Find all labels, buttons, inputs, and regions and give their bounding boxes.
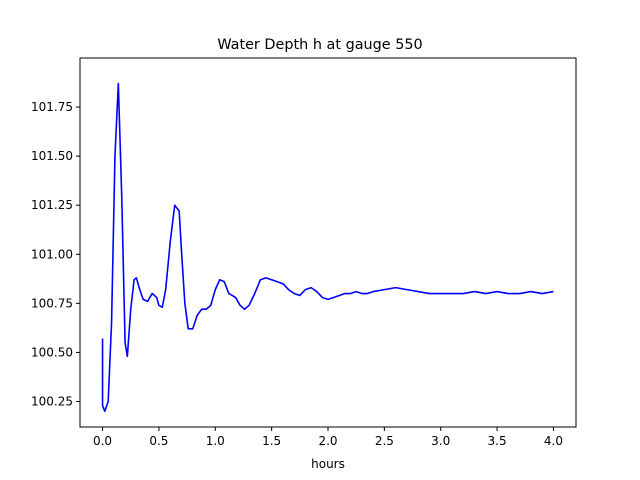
y-tick-label: 101.50 bbox=[31, 149, 73, 163]
x-tick-label: 2.0 bbox=[318, 434, 337, 448]
x-axis: 0.0 0.5 1.0 1.5 2.0 2.5 3.0 3.5 4.0 bbox=[93, 427, 563, 448]
x-tick-label: 4.0 bbox=[544, 434, 563, 448]
x-tick-label: 0.0 bbox=[93, 434, 112, 448]
y-tick-label: 100.25 bbox=[31, 394, 73, 408]
series-line-0 bbox=[101, 82, 554, 413]
y-tick-label: 101.25 bbox=[31, 198, 73, 212]
y-axis: 100.25 100.50 100.75 101.00 101.25 101.50 101.… bbox=[31, 100, 80, 408]
x-tick-label: 2.5 bbox=[375, 434, 394, 448]
y-tick-label: 101.75 bbox=[31, 100, 73, 114]
y-tick-label: 100.50 bbox=[31, 345, 73, 359]
plot-area bbox=[101, 82, 554, 413]
chart-title: Water Depth h at gauge 550 bbox=[217, 37, 422, 53]
y-tick-label: 100.75 bbox=[31, 296, 73, 310]
x-tick-label: 3.0 bbox=[431, 434, 450, 448]
x-tick-label: 0.5 bbox=[149, 434, 168, 448]
x-tick-label: 3.5 bbox=[488, 434, 507, 448]
x-axis-label: hours bbox=[311, 457, 345, 471]
x-tick-label: 1.5 bbox=[262, 434, 281, 448]
x-tick-label: 1.0 bbox=[206, 434, 225, 448]
y-tick-label: 101.00 bbox=[31, 247, 73, 261]
